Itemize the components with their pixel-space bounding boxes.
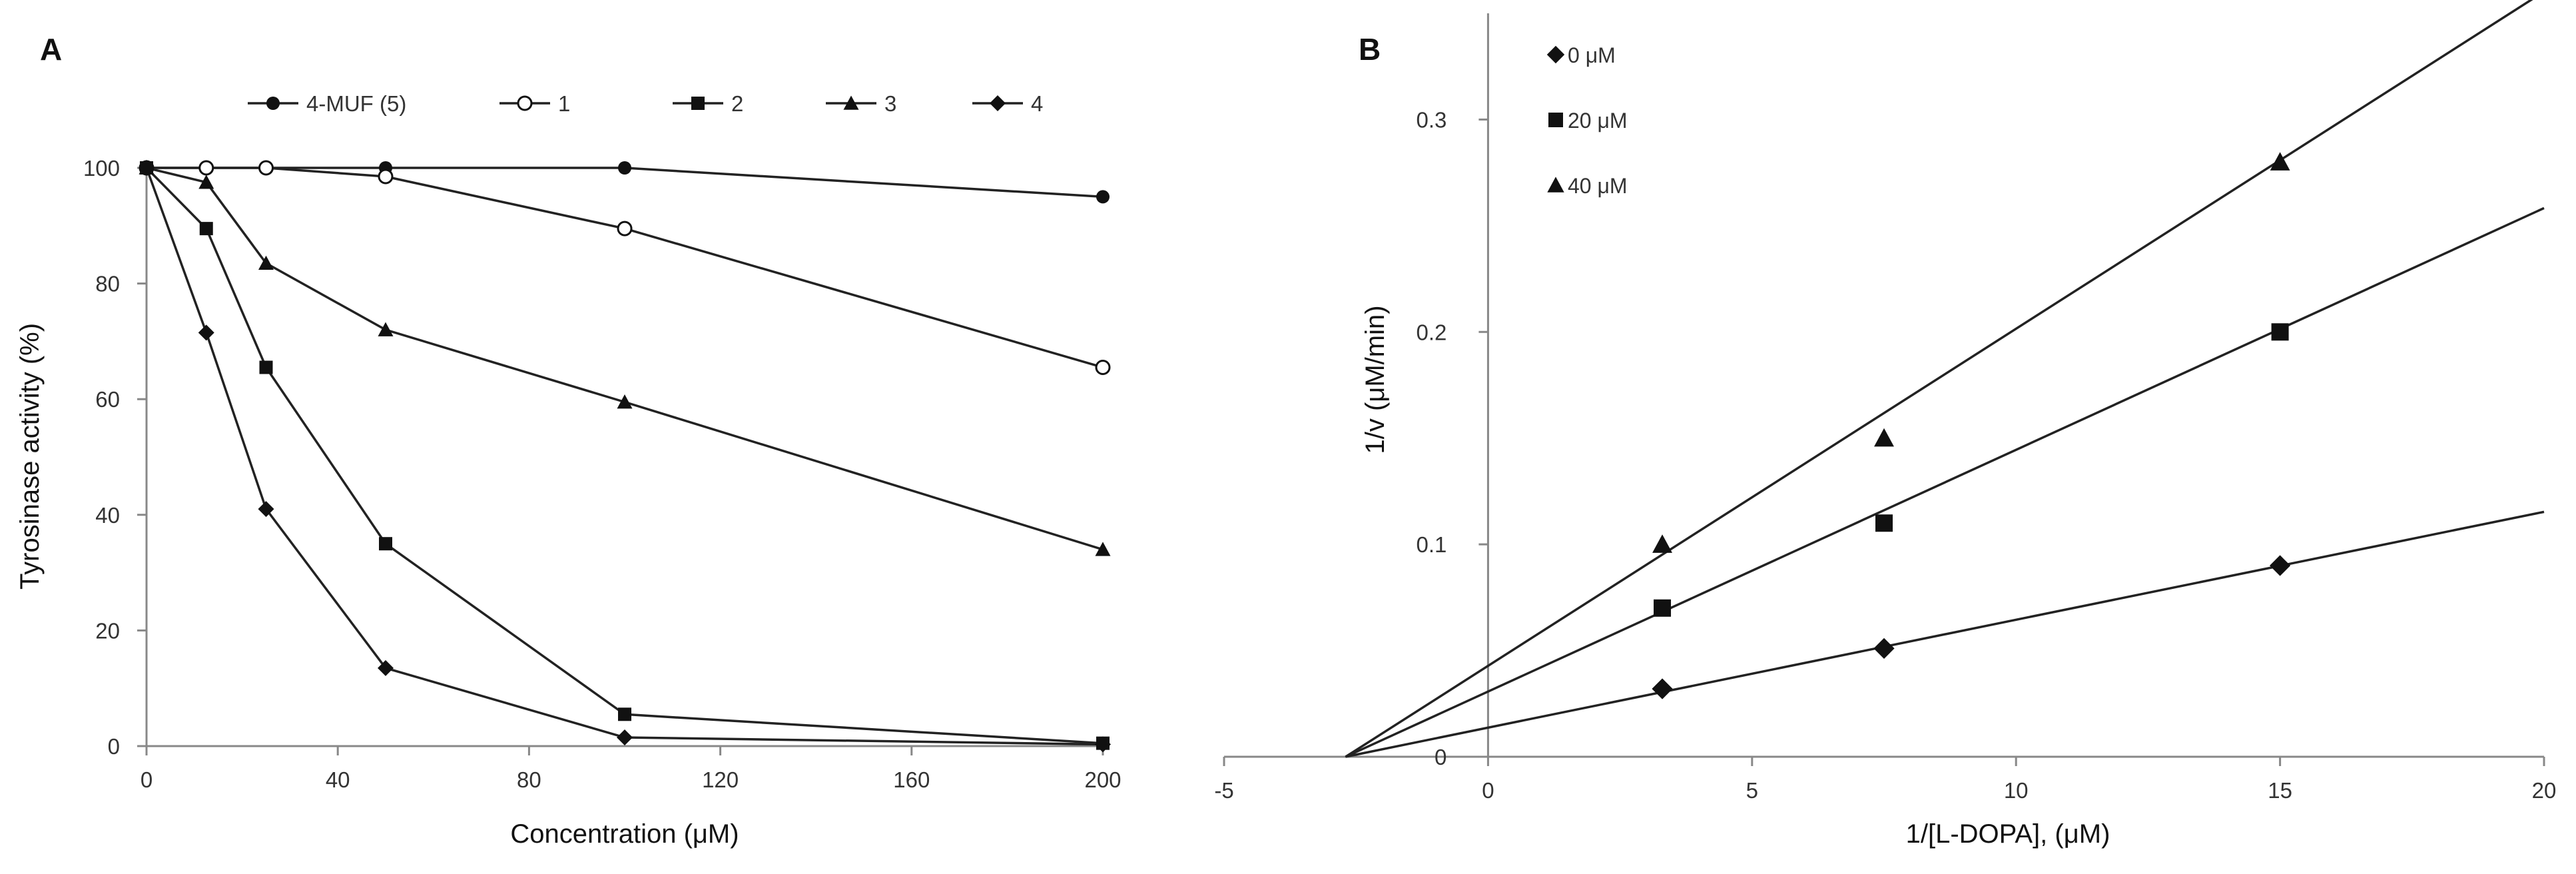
panel-a-data-point [198,175,214,189]
panel-b-y-axis-title: 1/v (μM/min) [1361,305,1390,454]
panel-a-data-point [618,707,631,721]
panel-a-legend-marker [517,95,533,111]
panel-b-data-point [1873,638,1895,659]
panel-b-data-point [1654,599,1672,617]
panel-b-legend-marker [1547,177,1564,193]
panel-a-x-tick-label: 200 [1084,767,1121,792]
panel-b-legend-label: 40 μM [1568,174,1628,198]
panel-a-y-tick-label: 20 [95,618,120,643]
panel-a-data-point [379,537,392,551]
panel-a-data-point [198,160,214,176]
panel-b-x-tick-label: 10 [2004,778,2029,803]
panel-a-legend-label: 1 [558,91,570,116]
panel-b-legend-label: 20 μM [1568,109,1628,133]
panel-a-data-point [258,160,274,176]
panel-a-data-point [378,322,394,336]
panel-b-fit-line [1345,510,2545,758]
panel-a-x-tick-label: 120 [702,767,739,792]
panel-a-data-point [378,659,394,676]
panel-a-x-tick-label: 0 [141,767,153,792]
panel-a-data-point [258,501,274,518]
panel-a-y-axis-title: Tyrosinase activity (%) [15,323,45,590]
panel-b-data-point [2270,152,2290,171]
panel-b-x-tick-label: 0 [1482,778,1494,803]
panel-a-legend-marker [990,95,1006,111]
panel-a-y-tick-label: 0 [108,734,120,759]
panel-b-data-point [2270,555,2291,576]
panel-a-y-tick-label: 60 [95,387,120,412]
panel-a-legend-label: 4 [1031,91,1043,116]
panel-b-legend-label: 0 μM [1568,43,1616,67]
panel-a-series-line [145,167,1104,745]
panel-a-data-point [617,394,633,409]
panel-b-letter: B [1359,32,1381,67]
panel-a-y-tick-label: 80 [95,272,120,296]
panel-b-data-point [2271,323,2289,341]
panel-a-data-point [1095,736,1111,753]
panel-a-legend-label: 2 [731,91,743,116]
panel-a-chart: A 0 20 40 60 80 100 0 40 80 120 160 200 4-MUF (5) 1… [15,32,1122,849]
panel-a-data-point [1096,190,1110,204]
panel-a-x-tick-label: 80 [517,767,541,792]
panel-b-chart: B 0 0.1 0.2 0.3 -5 0 5 10 15 20 0 μM 20 μM 40 μM 1… [1214,0,2556,849]
panel-b-data-point [1652,678,1673,699]
panel-b-y-tick-label: 0.1 [1417,532,1447,557]
panel-b-fit-line [1345,207,2545,758]
panel-a-data-point [1095,542,1111,556]
panel-a-y-tick-label: 40 [95,503,120,528]
panel-a-data-point [258,255,274,270]
panel-a-series-line [147,167,1104,369]
panel-a-data-point [198,324,214,341]
panel-b-legend-marker [1548,113,1563,127]
panel-a-legend-marker [266,97,280,110]
panel-a-data-point [618,161,631,175]
panel-b-x-tick-label: 20 [2532,778,2557,803]
panel-a-y-tick-label: 100 [83,156,120,181]
panel-a-series-line [146,167,1104,551]
panel-a-data-point [1095,359,1111,375]
panel-b-data-point [1652,534,1672,553]
panel-a-data-point [617,220,633,236]
panel-b-y-tick-label: 0.3 [1417,107,1447,132]
panel-a-legend-marker [843,95,859,110]
panel-a-x-tick-label: 40 [326,767,350,792]
panel-b-x-tick-label: 5 [1746,778,1758,803]
panel-a-data-point [617,729,633,745]
panel-b-x-axis-title: 1/[L-DOPA], (μM) [1906,819,2110,849]
panel-a-data-point [199,222,213,236]
panel-a-data-point [259,360,273,374]
panel-a-data-point [139,160,155,176]
panel-a-series-line [145,167,1104,746]
panel-a-legend-marker [691,97,705,110]
panel-a-x-tick-label: 160 [893,767,930,792]
panel-a-data-point [378,169,394,185]
panel-b-y-tick-label: 0 [1435,745,1447,769]
panel-b-y-tick-label: 0.2 [1417,320,1447,344]
panel-a-legend-label: 3 [884,91,896,116]
panel-a-x-axis-title: Concentration (μM) [510,819,739,849]
panel-b-fit-line [1345,0,2533,758]
panel-b-legend-marker [1546,45,1565,64]
panel-b-x-tick-label: -5 [1214,778,1233,803]
panel-a-letter: A [40,32,62,67]
panel-a-legend-label: 4-MUF (5) [306,91,406,116]
panel-b-x-tick-label: 15 [2268,778,2292,803]
panel-b-data-point [1874,428,1894,447]
panel-b-data-point [1875,514,1893,532]
